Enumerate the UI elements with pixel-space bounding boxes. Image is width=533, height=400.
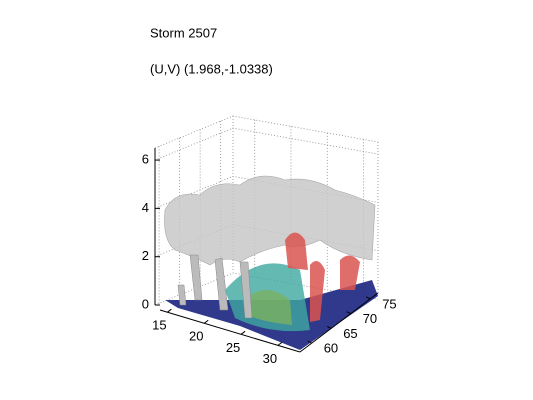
grid-line — [154, 272, 379, 306]
z-tick-label: 4 — [142, 200, 149, 215]
z-tick-label: 0 — [142, 296, 149, 311]
isosurface — [164, 175, 378, 350]
x-tick-label: 20 — [189, 329, 203, 344]
y-tick — [326, 325, 332, 329]
grid-line — [154, 127, 379, 161]
x-tick-label: 25 — [226, 340, 240, 355]
chart-subtitle: (U,V) (1.968,-1.0338) — [150, 61, 273, 76]
z-tick-label: 6 — [142, 152, 149, 167]
y-tick-label: 65 — [343, 326, 357, 341]
y-tick-label: 75 — [382, 296, 396, 311]
x-axis — [159, 309, 301, 353]
y-tick-label: 60 — [324, 341, 338, 356]
y-tick — [307, 340, 312, 344]
x-tick — [203, 319, 209, 324]
y-tick — [365, 296, 371, 300]
cloud-surface — [164, 175, 376, 266]
x-tick-label: 30 — [263, 351, 277, 366]
y-tick-label: 70 — [363, 311, 377, 326]
z-tick-label: 2 — [142, 248, 149, 263]
x-tick — [240, 330, 246, 335]
chart-title: Storm 2507 — [150, 25, 217, 40]
y-tick — [346, 311, 351, 315]
colored-surface — [245, 290, 292, 325]
x-tick-label: 15 — [152, 318, 166, 333]
x-tick — [277, 341, 283, 346]
y-axis — [299, 292, 379, 353]
cloud-column — [177, 254, 253, 319]
x-tick — [167, 308, 172, 313]
red-surface — [285, 232, 360, 322]
grid-line — [154, 175, 379, 209]
